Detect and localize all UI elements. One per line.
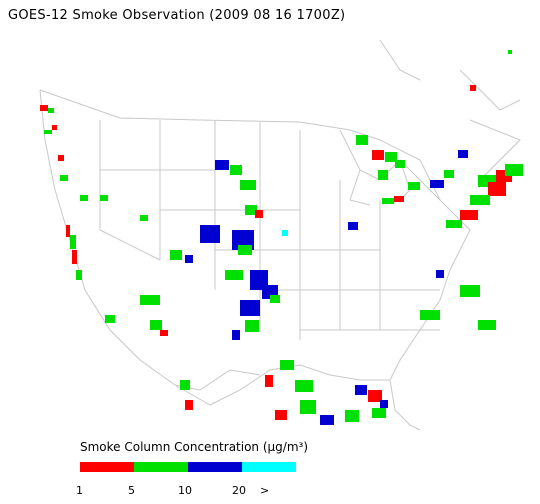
map-title: GOES-12 Smoke Observation (2009 08 16 17… [8, 8, 346, 23]
legend-tick-greater: > [260, 484, 270, 497]
smoke-pixels [40, 50, 523, 425]
legend-swatch-10-20 [188, 462, 242, 472]
west-coast-line [39, 89, 211, 406]
legend-color-bar [80, 462, 296, 472]
great-lakes-outline [339, 129, 441, 206]
legend-tick-20: 20 [232, 484, 246, 497]
legend-title: Smoke Column Concentration (µg/m³) [80, 440, 308, 454]
gulf-coast-line [209, 364, 390, 406]
legend-tick-10: 10 [178, 484, 192, 497]
east-coast-line [389, 199, 471, 411]
canada-border-line [39, 89, 441, 201]
florida-line [394, 409, 421, 430]
map-outlines [39, 39, 521, 430]
smoke-map [39, 39, 523, 430]
legend-tick-5: 5 [128, 484, 135, 497]
legend-tick-1: 1 [76, 484, 83, 497]
legend-swatch-1-5 [80, 462, 134, 472]
legend-swatch-20-plus [242, 462, 296, 472]
legend-swatch-5-10 [134, 462, 188, 472]
canada-north-lines [379, 39, 521, 181]
state-lines [99, 120, 440, 340]
